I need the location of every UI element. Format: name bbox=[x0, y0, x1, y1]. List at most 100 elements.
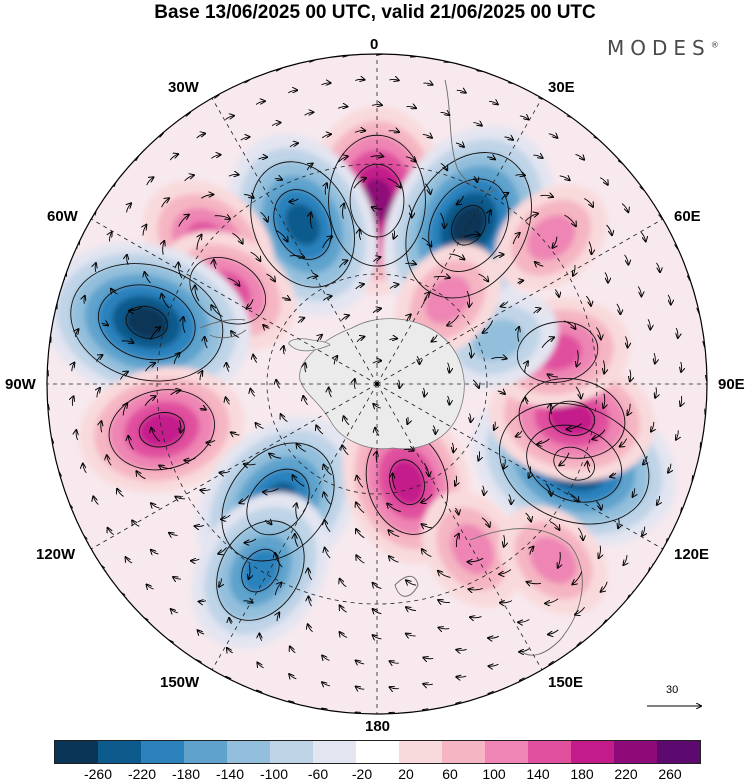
wind-vector bbox=[676, 430, 678, 439]
wind-vector bbox=[196, 134, 205, 139]
colorbar-tick-label: -180 bbox=[171, 766, 201, 782]
wind-vector bbox=[173, 353, 180, 364]
wind-vector bbox=[545, 483, 551, 496]
wind-vector bbox=[643, 456, 647, 464]
wind-vector bbox=[587, 462, 590, 473]
colorbar-swatch bbox=[313, 741, 356, 763]
colorbar-tick-label: -140 bbox=[215, 766, 245, 782]
wind-vector bbox=[178, 263, 183, 279]
wind-vector bbox=[227, 648, 233, 653]
wind-vector bbox=[533, 309, 541, 314]
wind-vector bbox=[325, 183, 327, 195]
wind-vector bbox=[110, 232, 112, 242]
wind-vector bbox=[656, 262, 660, 272]
wind-vector bbox=[467, 290, 469, 307]
wind-vector bbox=[596, 501, 602, 510]
wind-vector bbox=[403, 449, 414, 450]
wind-vector bbox=[545, 598, 559, 604]
wind-vector bbox=[407, 314, 411, 322]
wind-vector bbox=[406, 107, 417, 109]
wind-vector bbox=[296, 503, 298, 520]
wind-vector bbox=[407, 416, 408, 424]
wind-vector bbox=[423, 658, 434, 659]
wind-vector bbox=[559, 176, 570, 181]
wind-vector bbox=[494, 421, 495, 430]
colorbar-swatch bbox=[270, 741, 313, 763]
wind-vector bbox=[127, 203, 132, 213]
wind-vector bbox=[481, 517, 490, 527]
wind-vector bbox=[197, 235, 202, 250]
wind-vector bbox=[226, 397, 230, 405]
wind-vector bbox=[554, 289, 559, 297]
anomaly-contour bbox=[246, 468, 310, 536]
wind-vector bbox=[206, 440, 216, 442]
colorbar-tick-label: 260 bbox=[658, 766, 682, 782]
wind-vector bbox=[621, 203, 628, 213]
wind-vector bbox=[243, 601, 252, 603]
wind-vector bbox=[211, 305, 223, 317]
wind-vector bbox=[356, 555, 365, 564]
meridian-line bbox=[91, 383, 378, 550]
colorbar-tick-label: -60 bbox=[307, 766, 329, 782]
wind-vector bbox=[488, 636, 499, 638]
wind-vector bbox=[101, 323, 109, 325]
reference-vector-label: 30 bbox=[666, 684, 679, 696]
wind-vector bbox=[173, 577, 181, 579]
wind-vector bbox=[355, 284, 364, 290]
wind-vector bbox=[527, 582, 542, 584]
wind-vector bbox=[585, 295, 591, 306]
wind-vector bbox=[226, 363, 229, 372]
anomaly-contour bbox=[97, 284, 196, 361]
wind-vector bbox=[269, 454, 282, 459]
wind-vector bbox=[603, 360, 604, 374]
wind-vector bbox=[440, 112, 450, 115]
wind-vector bbox=[469, 589, 483, 590]
wind-vector bbox=[277, 613, 279, 622]
wind-vector bbox=[147, 585, 154, 590]
wind-vector bbox=[422, 549, 432, 558]
wind-vector bbox=[259, 634, 261, 642]
wind-vector bbox=[405, 157, 416, 162]
wind-vector bbox=[433, 276, 450, 278]
latitude-circle bbox=[266, 273, 488, 495]
graticule bbox=[47, 54, 707, 714]
wind-vector bbox=[433, 425, 435, 434]
colorbar-swatch bbox=[485, 741, 528, 763]
wind-vector bbox=[244, 464, 256, 465]
wind-vector bbox=[295, 534, 299, 547]
wind-vector bbox=[257, 663, 264, 668]
wind-vector bbox=[83, 464, 87, 474]
wind-vector bbox=[263, 488, 279, 492]
wind-vector bbox=[474, 175, 477, 182]
wind-vector bbox=[255, 101, 265, 105]
wind-vector bbox=[308, 624, 313, 633]
wind-vector bbox=[221, 514, 231, 519]
wind-vector bbox=[518, 619, 530, 623]
wind-vector bbox=[228, 174, 239, 176]
wind-vector bbox=[260, 211, 268, 222]
wind-vector bbox=[575, 386, 581, 399]
wind-vector bbox=[145, 363, 156, 372]
colorbar-swatch bbox=[614, 741, 657, 763]
wind-vector bbox=[337, 106, 347, 108]
lon-label-60e: 60E bbox=[674, 208, 701, 225]
wind-vector bbox=[271, 123, 281, 127]
lon-label-150e: 150E bbox=[548, 674, 584, 691]
wind-vector bbox=[530, 547, 534, 555]
wind-vector bbox=[408, 204, 412, 218]
wind-vector bbox=[132, 520, 140, 527]
wind-vector bbox=[146, 177, 154, 186]
wind-vector bbox=[214, 216, 230, 219]
colorbar-tick-label: 100 bbox=[482, 766, 506, 782]
wind-vector bbox=[321, 83, 331, 85]
wind-vector bbox=[225, 116, 235, 120]
wind-vector bbox=[423, 684, 433, 685]
wind-vector bbox=[214, 260, 216, 269]
wind-vector bbox=[244, 195, 254, 198]
colorbar-tick-label: 60 bbox=[442, 766, 458, 782]
colorbar-swatch bbox=[184, 741, 227, 763]
wind-vector bbox=[343, 204, 345, 219]
anomaly-shading bbox=[527, 215, 576, 261]
wind-vector bbox=[630, 369, 631, 382]
wind-vector bbox=[338, 156, 347, 163]
